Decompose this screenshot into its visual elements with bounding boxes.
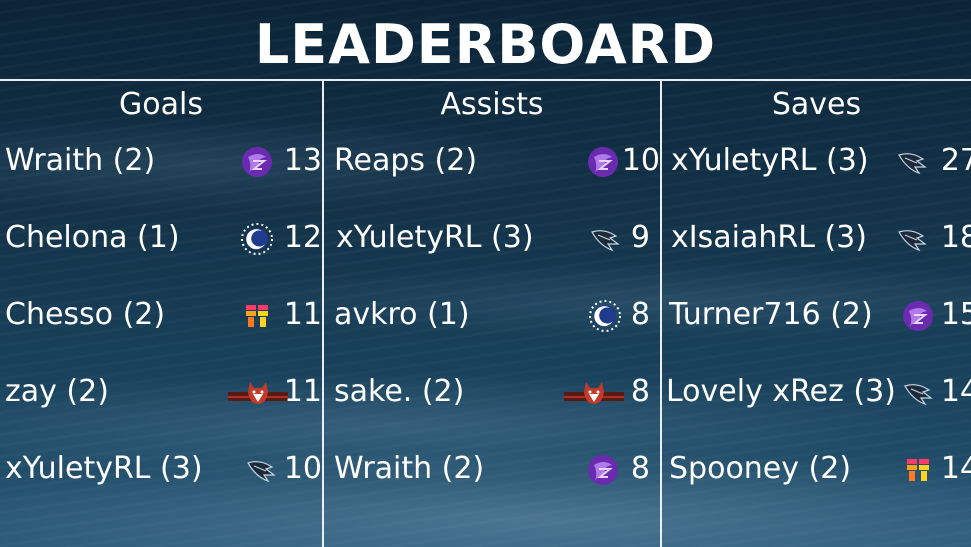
leaderboard-row: xYuletyRL (3) 27 — [662, 139, 971, 183]
column-divider-1 — [322, 81, 324, 547]
red-fox-banner-team-logo-icon — [228, 378, 288, 408]
leaderboard-row: Lovely xRez (3) 14 — [662, 370, 971, 414]
leaderboard-row: xYuletyRL (3) 9 — [324, 216, 660, 260]
player-name: Turner716 (2) — [669, 297, 873, 332]
stat-count: 14 — [940, 451, 971, 486]
player-name: xYuletyRL (3) — [5, 451, 203, 486]
leaderboard-row: Reaps (2) 10 — [324, 139, 660, 183]
leaderboard-row: xIsaiahRL (3) 18 — [662, 216, 971, 260]
player-name: sake. (2) — [334, 374, 465, 409]
stat-count: 12 — [283, 220, 322, 255]
assists-column: Assists Reaps (2) 10 xYuletyRL (3) 9 avk… — [324, 81, 660, 547]
stat-count: 27 — [940, 143, 971, 178]
dark-wing-team-logo-icon — [901, 376, 935, 410]
leaderboard-row: Turner716 (2) 15 — [662, 293, 971, 337]
purple-swirl-team-logo-icon — [901, 299, 935, 333]
colorful-block-team-logo-icon — [240, 299, 274, 333]
player-name: Wraith (2) — [5, 143, 156, 178]
dark-wing-team-logo-icon — [244, 453, 278, 487]
stat-count: 8 — [630, 451, 650, 486]
column-divider-2 — [660, 81, 662, 547]
leaderboard-row: avkro (1) 8 — [324, 293, 660, 337]
stat-count: 18 — [940, 220, 971, 255]
red-fox-banner-team-logo-icon — [564, 378, 624, 408]
player-name: Reaps (2) — [334, 143, 478, 178]
header-divider — [0, 79, 971, 81]
leaderboard-row: Chelona (1) 12 — [0, 216, 322, 260]
leaderboard-row: Wraith (2) 8 — [324, 447, 660, 491]
player-name: xIsaiahRL (3) — [671, 220, 867, 255]
blue-crescent-team-logo-icon — [588, 299, 622, 333]
dark-wing-team-logo-icon — [588, 222, 622, 256]
leaderboard-row: xYuletyRL (3) 10 — [0, 447, 322, 491]
stat-count: 14 — [940, 374, 971, 409]
stat-count: 11 — [283, 297, 322, 332]
purple-swirl-team-logo-icon — [586, 453, 620, 487]
player-name: xYuletyRL (3) — [336, 220, 534, 255]
dark-wing-team-logo-icon — [895, 145, 929, 179]
stat-count: 9 — [630, 220, 650, 255]
stat-count: 8 — [630, 374, 650, 409]
player-name: xYuletyRL (3) — [671, 143, 869, 178]
leaderboard-row: sake. (2) 8 — [324, 370, 660, 414]
goals-heading: Goals — [119, 87, 203, 122]
saves-column: Saves xYuletyRL (3) 27 xIsaiahRL (3) 18 … — [662, 81, 971, 547]
goals-column: Goals Wraith (2) 13 Chelona (1) 12 Chess… — [0, 81, 322, 547]
stat-count: 13 — [283, 143, 322, 178]
player-name: avkro (1) — [334, 297, 470, 332]
assists-heading: Assists — [440, 87, 544, 122]
dark-wing-team-logo-icon — [895, 222, 929, 256]
player-name: Chelona (1) — [5, 220, 180, 255]
player-name: zay (2) — [5, 374, 109, 409]
stat-count: 10 — [283, 451, 322, 486]
player-name: Wraith (2) — [334, 451, 485, 486]
blue-crescent-team-logo-icon — [240, 222, 274, 256]
stat-count: 11 — [283, 374, 322, 409]
stat-count: 8 — [630, 297, 650, 332]
stat-count: 15 — [940, 297, 971, 332]
leaderboard-row: Chesso (2) 11 — [0, 293, 322, 337]
leaderboard-row: Wraith (2) 13 — [0, 139, 322, 183]
purple-swirl-team-logo-icon — [240, 145, 274, 179]
purple-swirl-team-logo-icon — [586, 145, 620, 179]
leaderboard-title: LEADERBOARD — [254, 13, 717, 76]
player-name: Chesso (2) — [5, 297, 166, 332]
stat-count: 10 — [621, 143, 660, 178]
saves-heading: Saves — [771, 87, 862, 122]
colorful-block-team-logo-icon — [901, 453, 935, 487]
leaderboard-row: Spooney (2) 14 — [662, 447, 971, 491]
leaderboard-row: zay (2) 11 — [0, 370, 322, 414]
player-name: Lovely xRez (3) — [666, 374, 896, 409]
player-name: Spooney (2) — [669, 451, 852, 486]
